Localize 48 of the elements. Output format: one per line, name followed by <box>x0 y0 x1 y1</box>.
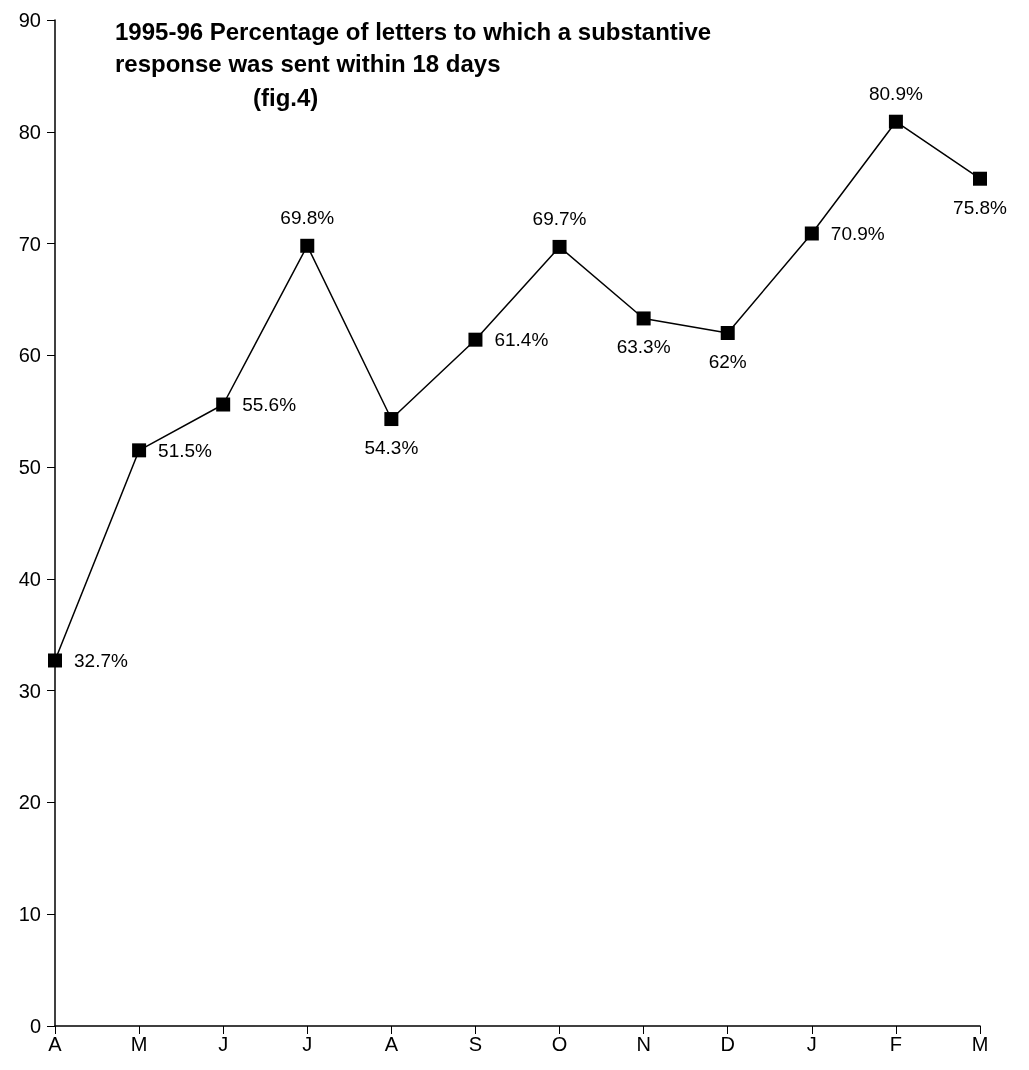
data-label: 62% <box>708 350 747 372</box>
point <box>720 325 735 340</box>
point <box>804 226 819 241</box>
point <box>132 443 147 458</box>
data-label: 51.5% <box>158 439 213 461</box>
data-label: 32.7% <box>74 649 128 671</box>
x-tick-label: D <box>720 1033 735 1055</box>
y-tick-label: 10 <box>18 903 41 926</box>
data-label: 69.7% <box>532 207 587 229</box>
x-tick-label: O <box>551 1033 568 1055</box>
y-tick-label: 30 <box>18 679 41 702</box>
y-tick-label: 90 <box>18 9 41 31</box>
y-tick-label: 60 <box>18 344 41 367</box>
x-tick-label: S <box>468 1033 483 1055</box>
y-tick-label: 40 <box>18 567 41 590</box>
point <box>216 397 231 412</box>
x-tick-label: F <box>889 1033 903 1055</box>
point <box>300 238 315 253</box>
data-label: 54.3% <box>364 437 419 459</box>
y-tick-label: 0 <box>29 1015 41 1037</box>
data-label: 70.9% <box>830 223 885 244</box>
point <box>973 171 987 186</box>
point <box>888 114 903 129</box>
y-tick-label: 20 <box>18 791 41 814</box>
x-tick-label: M <box>971 1033 989 1055</box>
point <box>552 239 567 254</box>
point <box>48 653 62 668</box>
point <box>468 332 483 347</box>
data-label: 55.6% <box>242 394 297 416</box>
y-tick-label: 50 <box>18 456 41 479</box>
x-tick-label: N <box>636 1033 651 1055</box>
text: (fig.4) <box>253 83 319 111</box>
y-tick-label: 80 <box>18 120 41 143</box>
point <box>636 311 651 326</box>
x-tick-label: A <box>48 1033 63 1055</box>
x-tick-label: A <box>384 1033 399 1055</box>
x-tick-label: M <box>130 1033 148 1055</box>
data-label: 69.8% <box>280 206 335 228</box>
x-tick-label: J <box>218 1033 229 1055</box>
data-label: 61.4% <box>494 329 549 351</box>
data-label: 80.9% <box>868 82 923 104</box>
x-tick-label: J <box>806 1033 817 1055</box>
text: 1995-96 Percentage of letters to which a substantive response was sent within 18 days <box>115 17 718 77</box>
x-tick-label: J <box>302 1033 313 1055</box>
data-label: 75.8% <box>953 196 1008 218</box>
y-tick-label: 70 <box>18 232 41 255</box>
data-label: 63.3% <box>616 336 671 358</box>
point <box>384 412 399 427</box>
